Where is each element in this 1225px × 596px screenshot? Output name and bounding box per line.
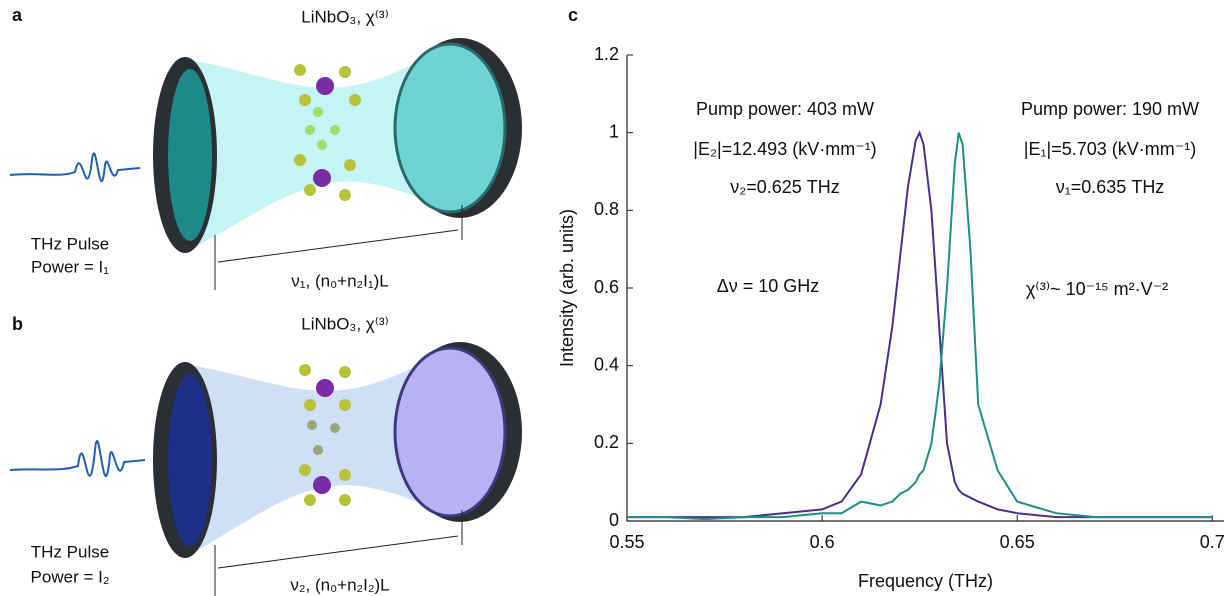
- panel-label: c: [568, 5, 578, 25]
- x-tick-label: 0.55: [609, 532, 644, 552]
- series-line: [627, 130, 1213, 519]
- y-axis-label: Intensity (arb. units): [557, 209, 577, 367]
- x-tick-label: 0.65: [1000, 532, 1035, 552]
- pulse-label: THz Pulse: [31, 542, 109, 561]
- y-tick-label: 0.2: [594, 432, 619, 452]
- crystal-label: LiNbO₃, χ⁽³⁾: [301, 7, 389, 26]
- pulse-label: THz Pulse: [31, 234, 109, 253]
- annotation: χ⁽³⁾~ 10⁻¹⁵ m²·V⁻²: [1026, 279, 1168, 299]
- atoms: [294, 64, 361, 201]
- x-axis-label: Frequency (THz): [858, 571, 993, 591]
- y-tick-label: 0.4: [594, 354, 619, 374]
- y-tick-label: 0: [609, 510, 619, 530]
- mirror: [393, 42, 507, 214]
- y-tick-label: 1: [609, 121, 619, 141]
- cavity-label: ν₂, (n₀+n₂I₂)L: [290, 575, 389, 594]
- span: [217, 229, 459, 263]
- annotation: Pump power: 190 mW: [1021, 99, 1199, 119]
- panel-a: a LiNbO₃, χ⁽³⁾ THz Pulse Power = I₁ ν₁, …: [9, 5, 522, 290]
- power-label: Power = I₁: [31, 257, 109, 276]
- mirror: [393, 346, 507, 518]
- annotation: |E₂|=12.493 (kV·mm⁻¹): [693, 139, 876, 159]
- panel-b: b LiNbO₃, χ⁽³⁾ THz Pulse Power = I₂ ν₂, …: [9, 314, 522, 596]
- annotation: Pump power: 403 mW: [696, 99, 874, 119]
- panel-label: a: [12, 5, 23, 25]
- annotation: ν₁=0.635 THz: [1056, 177, 1165, 197]
- mirror: [168, 69, 212, 241]
- series-line: [627, 132, 1213, 521]
- x-tick-label: 0.6: [810, 532, 835, 552]
- span: [217, 535, 459, 569]
- power-label: Power = I₂: [31, 567, 110, 586]
- chart: 0 0.2 0.4 0.6 0.8 1 1.2 0.55 0.6 0.65 0.7 Frequency…: [557, 44, 1225, 591]
- y-tick-label: 0.6: [594, 277, 619, 297]
- panel-label: b: [12, 314, 23, 334]
- cavity-label: ν₁, (n₀+n₂I₁)L: [291, 271, 388, 290]
- atoms: [299, 364, 351, 506]
- x-tick-label: 0.7: [1200, 532, 1225, 552]
- pulse: [9, 152, 141, 183]
- pulse: [9, 440, 146, 477]
- mirror: [168, 374, 212, 546]
- annotation: |E₁|=5.703 (kV·mm⁻¹): [1024, 139, 1196, 159]
- y-tick-label: 0.8: [594, 199, 619, 219]
- crystal-label: LiNbO₃, χ⁽³⁾: [301, 314, 389, 333]
- annotation: ν₂=0.625 THz: [730, 177, 840, 197]
- y-tick-label: 1.2: [594, 44, 619, 64]
- annotation: Δν = 10 GHz: [717, 276, 820, 296]
